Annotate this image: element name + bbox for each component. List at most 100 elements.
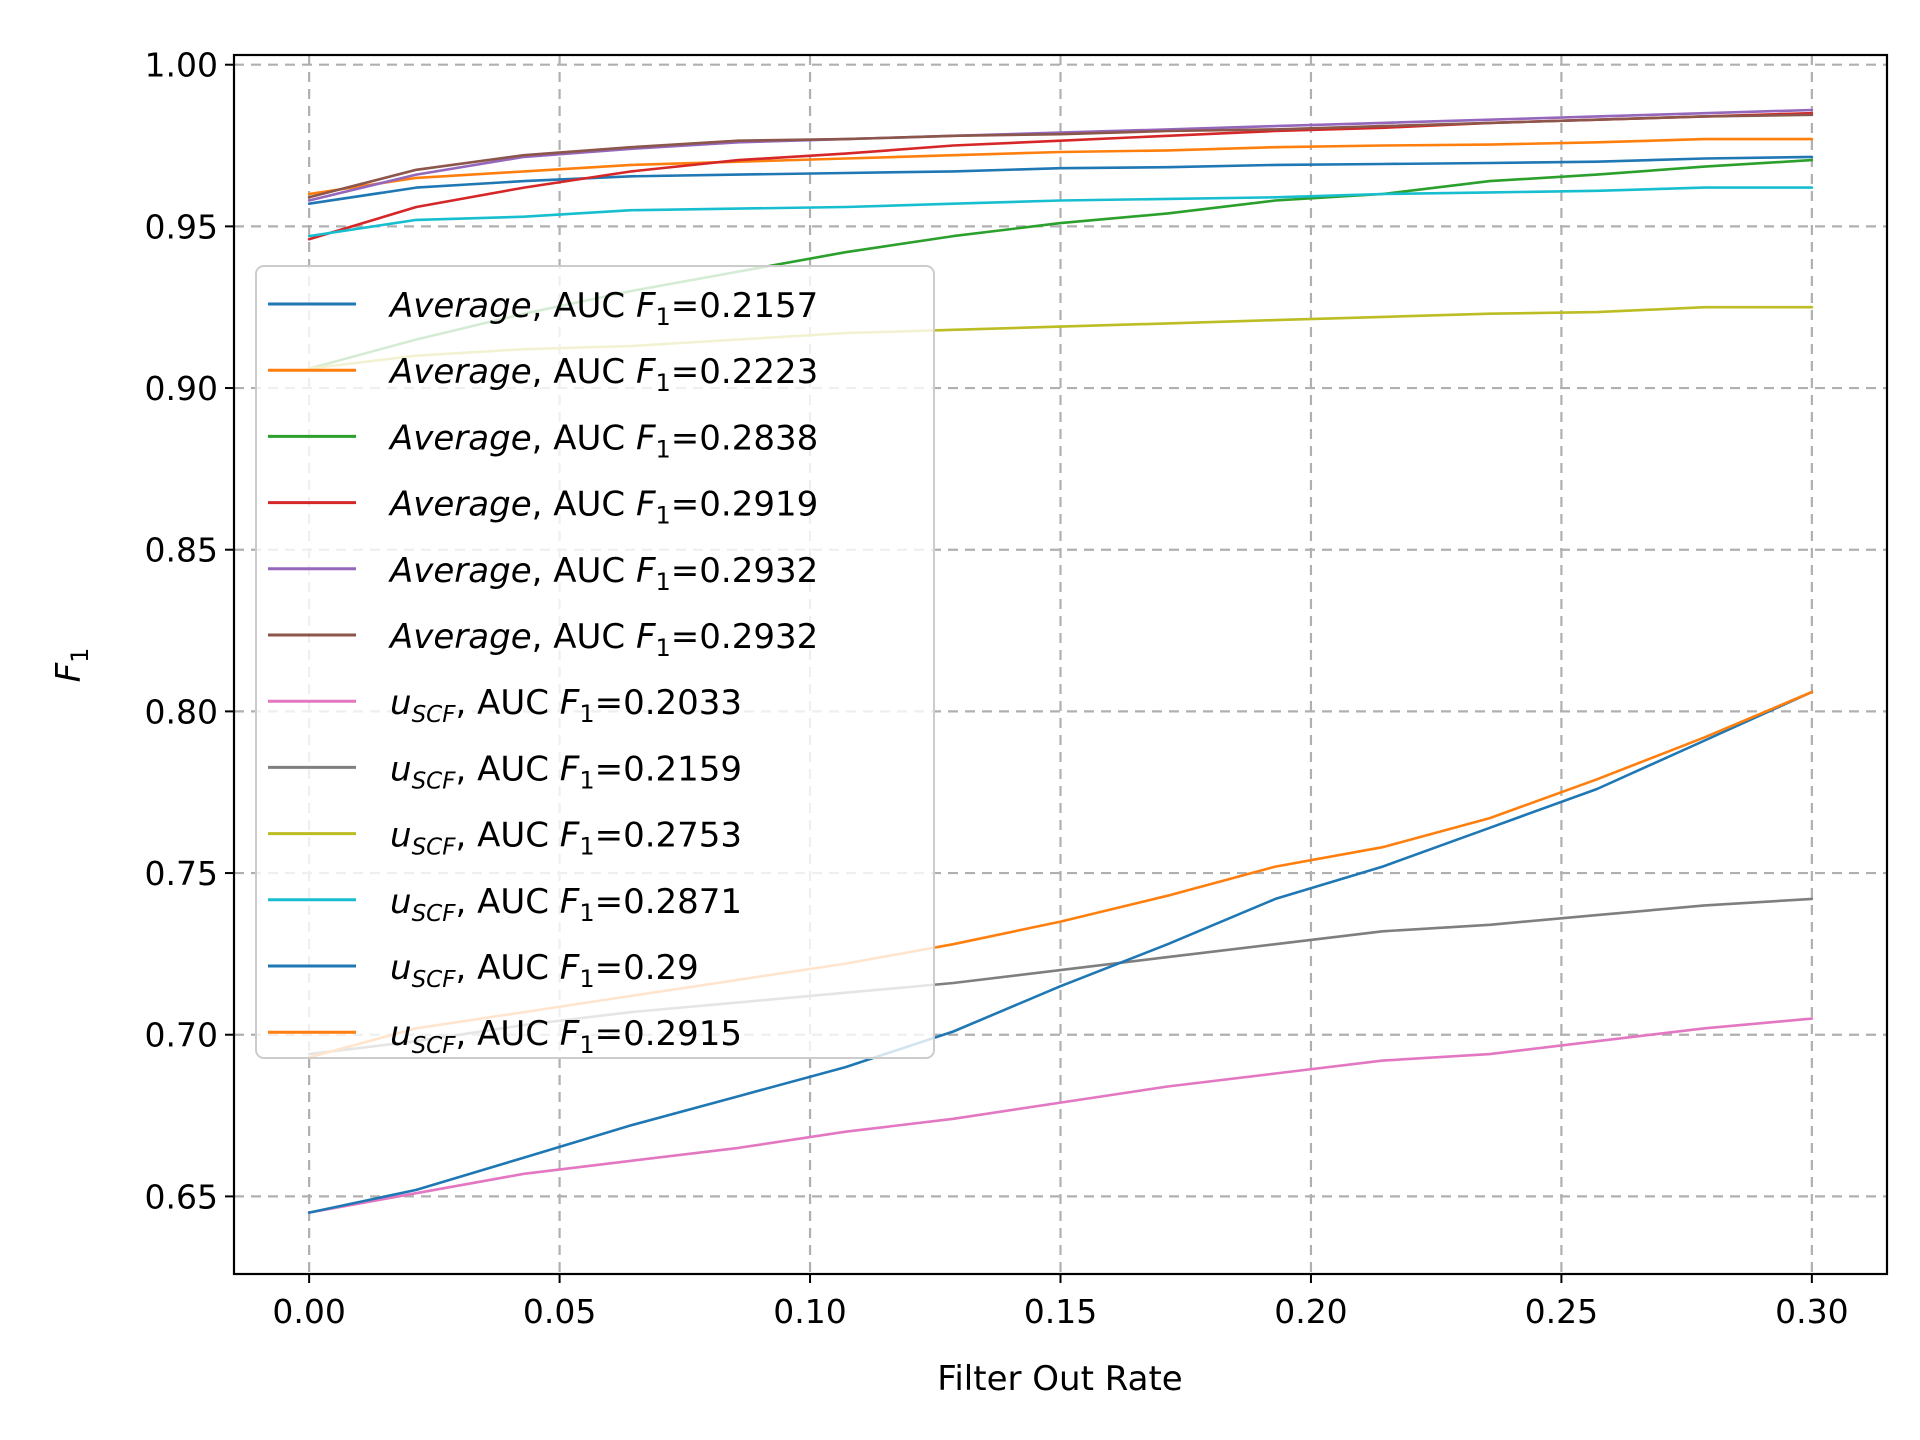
legend-entry: uSCF, AUC F1=0.29 [268,948,699,993]
x-tick-label: 0.00 [272,1292,345,1331]
legend-label-metric-subscript: 1 [579,899,594,927]
legend-label: uSCF, AUC F1=0.2871 [390,882,742,927]
legend-label-auc: =0.2753 [595,816,742,856]
legend-label: Average, AUC F1=0.2919 [388,485,818,530]
legend-label-metric: F [560,749,580,789]
legend-label: uSCF, AUC F1=0.2159 [390,749,742,794]
legend-label-auc: =0.29 [595,948,699,988]
legend-label-metric: F [636,352,656,392]
legend-entry: uSCF, AUC F1=0.2871 [268,882,742,927]
legend-label-text: , AUC [532,617,636,657]
legend-label-metric: F [560,882,580,922]
x-tick-label: 0.10 [773,1292,846,1331]
y-tick-label: 0.75 [145,854,218,893]
y-tick-label: 0.85 [145,531,218,570]
series-line-6 [307,113,1814,199]
y-tick-label: 0.65 [145,1177,218,1216]
legend-label-text: , AUC [455,816,559,856]
legend-label-name: u [390,1014,412,1054]
series-line-2 [307,137,1814,196]
legend-label: uSCF, AUC F1=0.2915 [390,1014,742,1059]
legend-label-text: , AUC [455,749,559,789]
legend-label-metric-subscript: 1 [656,369,671,397]
legend-label-auc: =0.2157 [671,286,818,326]
legend-label-metric-subscript: 1 [579,700,594,728]
legend-label-text: , AUC [455,882,559,922]
legend-label-auc: =0.2871 [595,882,742,922]
legend-label-text: , AUC [532,286,636,326]
legend-label: uSCF, AUC F1=0.2033 [390,683,742,728]
legend-label-metric-subscript: 1 [656,634,671,662]
legend-label: Average, AUC F1=0.2157 [388,286,818,331]
y-tick-label: 0.90 [145,369,218,408]
legend-entry: uSCF, AUC F1=0.2159 [268,749,742,794]
y-tick-label: 1.00 [145,46,218,85]
legend-label: Average, AUC F1=0.2932 [388,617,818,662]
series-line-5 [307,108,1814,202]
legend-label: uSCF, AUC F1=0.29 [390,948,699,993]
legend-label-name-subscript: SCF [412,835,457,861]
legend-box [255,265,935,1059]
series-line-10 [307,186,1814,238]
legend-label-metric-subscript: 1 [656,303,671,331]
legend-label-text: , AUC [532,485,636,525]
legend-label-text: , AUC [455,1014,559,1054]
legend-label-name: Average [388,551,532,591]
series-line-7 [307,1017,1814,1214]
legend-entry: Average, AUC F1=0.2157 [268,286,818,331]
legend-label-name-subscript: SCF [412,967,457,993]
legend-label-metric-subscript: 1 [579,1031,594,1059]
legend-label-text: , AUC [455,683,559,723]
legend-entry: Average, AUC F1=0.2838 [268,418,818,463]
legend-label-metric-subscript: 1 [579,965,594,993]
legend-label-text: , AUC [532,551,636,591]
x-tick-label: 0.20 [1274,1292,1347,1331]
legend-label-auc: =0.2932 [671,551,818,591]
series-line-11 [307,690,1814,1214]
y-tick-label: 0.70 [145,1016,218,1055]
legend-label-name: Average [388,617,532,657]
legend-label-metric-subscript: 1 [656,568,671,596]
legend-label-auc: =0.2223 [671,352,818,392]
legend-label-metric: F [560,1014,580,1054]
legend-label-metric: F [636,551,656,591]
legend-entry: Average, AUC F1=0.2223 [268,352,818,397]
legend-label-metric-subscript: 1 [656,502,671,530]
series-line-1 [307,155,1814,205]
legend-label-auc: =0.2915 [595,1014,742,1054]
x-tick-label: 0.15 [1024,1292,1097,1331]
legend-label-metric-subscript: 1 [656,435,671,463]
legend-label-name-subscript: SCF [412,768,457,794]
legend-label-name: u [390,816,412,856]
legend-label-metric: F [560,683,580,723]
legend-entry: Average, AUC F1=0.2932 [268,551,818,596]
y-tick-label: 0.80 [145,692,218,731]
legend-label-name-subscript: SCF [412,1033,457,1059]
x-axis-label: Filter Out Rate [937,1359,1182,1399]
legend-label-metric-subscript: 1 [579,766,594,794]
legend-label-text: , AUC [455,948,559,988]
y-axis-label: F1 [49,648,94,683]
legend-label-metric: F [560,948,580,988]
legend-label-name: Average [388,485,532,525]
legend-entry: uSCF, AUC F1=0.2915 [268,1014,742,1059]
legend-label-text: , AUC [532,352,636,392]
legend-label-metric: F [560,816,580,856]
legend-label: Average, AUC F1=0.2932 [388,551,818,596]
legend-entry: uSCF, AUC F1=0.2753 [268,816,742,861]
legend-label-name: u [390,749,412,789]
legend-label-name-subscript: SCF [412,901,457,927]
legend-label-auc: =0.2919 [671,485,818,525]
x-tick-label: 0.30 [1775,1292,1848,1331]
legend-label-name-subscript: SCF [412,702,457,728]
legend-label-name: Average [388,286,532,326]
legend-label-name: u [390,882,412,922]
legend-entry: uSCF, AUC F1=0.2033 [268,683,742,728]
legend-label-auc: =0.2159 [595,749,742,789]
legend-label-name: Average [388,418,532,458]
legend-label-auc: =0.2838 [671,418,818,458]
legend-label: Average, AUC F1=0.2838 [388,418,818,463]
y-axis-label-main: F [49,662,89,682]
